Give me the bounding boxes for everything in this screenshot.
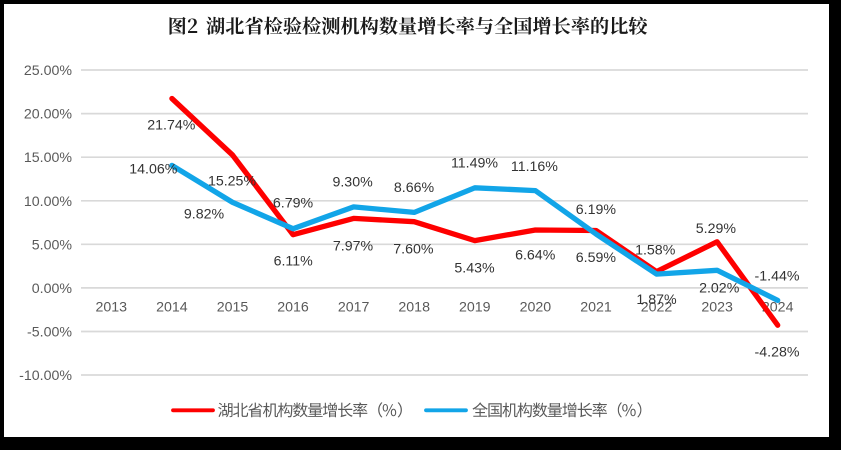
svg-text:20.00%: 20.00% [24,107,73,123]
svg-text:6.11%: 6.11% [274,254,314,270]
svg-text:6.79%: 6.79% [273,196,314,212]
svg-text:2020: 2020 [520,300,552,316]
svg-text:1.58%: 1.58% [635,242,676,258]
svg-text:-1.44%: -1.44% [755,269,800,285]
svg-text:7.60%: 7.60% [393,242,434,258]
svg-text:2.02%: 2.02% [699,281,740,297]
svg-text:21.74%: 21.74% [147,118,196,134]
svg-text:2016: 2016 [277,300,309,316]
svg-text:9.82%: 9.82% [184,207,225,223]
svg-text:2013: 2013 [96,300,128,316]
svg-text:10.00%: 10.00% [24,194,73,210]
svg-text:11.49%: 11.49% [451,156,498,172]
svg-text:15.25%: 15.25% [208,174,257,190]
svg-text:5.00%: 5.00% [32,237,73,253]
svg-text:6.64%: 6.64% [515,248,556,264]
svg-text:6.59%: 6.59% [576,250,617,266]
svg-text:2022: 2022 [641,300,673,316]
svg-text:25.00%: 25.00% [24,63,73,79]
svg-text:2017: 2017 [338,300,370,316]
svg-text:2023: 2023 [701,300,733,316]
svg-text:-4.28%: -4.28% [755,344,800,360]
svg-text:7.97%: 7.97% [333,238,374,254]
svg-text:0.00%: 0.00% [32,281,73,297]
svg-text:8.66%: 8.66% [394,180,435,196]
svg-text:-5.00%: -5.00% [27,325,72,341]
svg-text:15.00%: 15.00% [24,150,73,166]
svg-text:2014: 2014 [156,300,188,316]
svg-text:6.19%: 6.19% [576,202,617,218]
svg-text:1.87%: 1.87% [636,292,677,308]
svg-text:2021: 2021 [580,300,612,316]
svg-text:-10.00%: -10.00% [19,368,72,384]
svg-text:2015: 2015 [217,300,249,316]
svg-text:14.06%: 14.06% [129,162,178,178]
svg-text:11.16%: 11.16% [511,159,558,175]
svg-text:9.30%: 9.30% [332,175,373,191]
svg-text:2019: 2019 [459,300,491,316]
svg-text:5.43%: 5.43% [454,261,495,277]
svg-text:5.29%: 5.29% [696,221,737,237]
svg-text:2018: 2018 [398,300,430,316]
